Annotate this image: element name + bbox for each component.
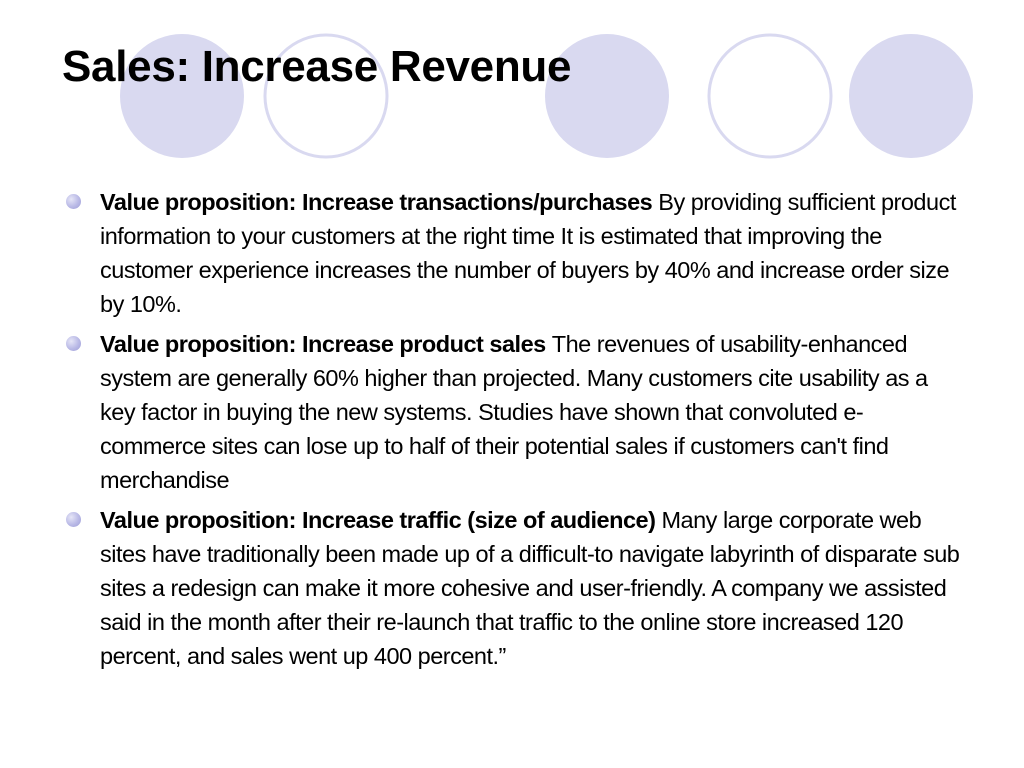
bullet-icon xyxy=(66,336,81,351)
bullet-item: Value proposition: Increase traffic (siz… xyxy=(66,503,966,673)
bullet-heading: Value proposition: Increase traffic (siz… xyxy=(100,507,662,533)
decorative-circle-filled xyxy=(849,34,973,158)
decorative-circle-outline xyxy=(263,33,389,159)
slide-title: Sales: Increase Revenue xyxy=(62,42,572,91)
bullet-heading: Value proposition: Increase transactions… xyxy=(100,189,659,215)
decorative-circle-filled xyxy=(120,34,244,158)
bullet-item: Value proposition: Increase transactions… xyxy=(66,185,966,321)
bullet-heading: Value proposition: Increase product sale… xyxy=(100,331,552,357)
bullet-icon xyxy=(66,512,81,527)
bullet-text: The revenues of usability-enhanced syste… xyxy=(100,331,928,493)
bullet-list: Value proposition: Increase transactions… xyxy=(66,185,966,679)
decorative-circle-outline xyxy=(707,33,833,159)
bullet-item: Value proposition: Increase product sale… xyxy=(66,327,966,497)
bullet-text: By providing sufficient product informat… xyxy=(100,189,956,317)
decorative-circles xyxy=(120,33,973,159)
bullet-text: Many large corporate web sites have trad… xyxy=(100,507,960,669)
decorative-circle-filled xyxy=(545,34,669,158)
bullet-icon xyxy=(66,194,81,209)
